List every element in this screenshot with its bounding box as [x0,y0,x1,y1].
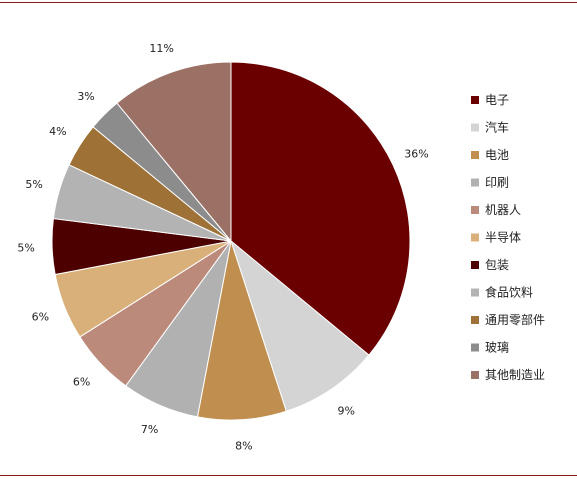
legend-swatch [471,371,479,379]
legend-item: 其他制造业 [471,368,545,382]
legend-item: 机器人 [471,203,521,217]
pie-slice-2 [196,240,287,421]
legend-label: 电子 [485,93,509,107]
legend-swatch [471,233,479,242]
legend-label: 通用零部件 [485,312,545,327]
percentage-labels: 36% 9% 8% 7% 6% 6% 5% 5% 4% 3% 11% [17,42,428,452]
legend-swatch [471,261,479,269]
legend-item: 通用零部件 [471,312,545,327]
slice-percent-label: 3% [77,90,94,103]
pie-slice-0 [230,61,411,356]
slice-percent-label: 5% [17,241,34,254]
slice-percent-label: 6% [73,375,90,388]
legend-label: 机器人 [485,203,521,217]
legend-item: 电池 [471,148,509,162]
legend-label: 印刷 [485,176,509,190]
legend-swatch [471,206,479,214]
top-rule [0,2,577,3]
slice-percent-label: 6% [32,310,49,323]
legend-label: 其他制造业 [485,368,545,382]
slice-percent-label: 11% [149,42,173,55]
legend-label: 电池 [485,148,509,162]
bottom-rule [0,475,577,476]
legend-item: 半导体 [471,231,521,245]
legend-swatch [471,96,479,104]
legend-item: 电子 [471,93,509,107]
slice-percent-label: 4% [49,125,66,138]
legend-label: 包装 [485,258,509,272]
pie-slice-1 [229,239,370,412]
slice-percent-label: 5% [25,178,42,191]
pie-slice-10 [116,61,232,243]
legend-label: 汽车 [485,120,509,135]
legend-label: 玻璃 [485,341,509,355]
legend-swatch [471,123,479,132]
legend-swatch [471,178,479,187]
legend-item: 印刷 [471,176,509,190]
slice-percent-label: 9% [338,405,355,418]
legend-item: 包装 [471,258,509,272]
slice-percent-label: 8% [235,440,252,453]
legend-swatch [471,288,479,297]
legend-swatch [471,343,479,352]
legend-label: 半导体 [485,231,521,245]
legend-item: 汽车 [471,120,509,135]
legend-item: 食品饮料 [471,285,533,300]
slice-percent-label: 7% [141,423,158,436]
legend-swatch [471,316,479,324]
legend-swatch [471,151,479,159]
legend-label: 食品饮料 [485,285,533,300]
legend-item: 玻璃 [471,341,509,355]
pie-slices [51,61,411,421]
slice-percent-label: 36% [404,148,428,161]
